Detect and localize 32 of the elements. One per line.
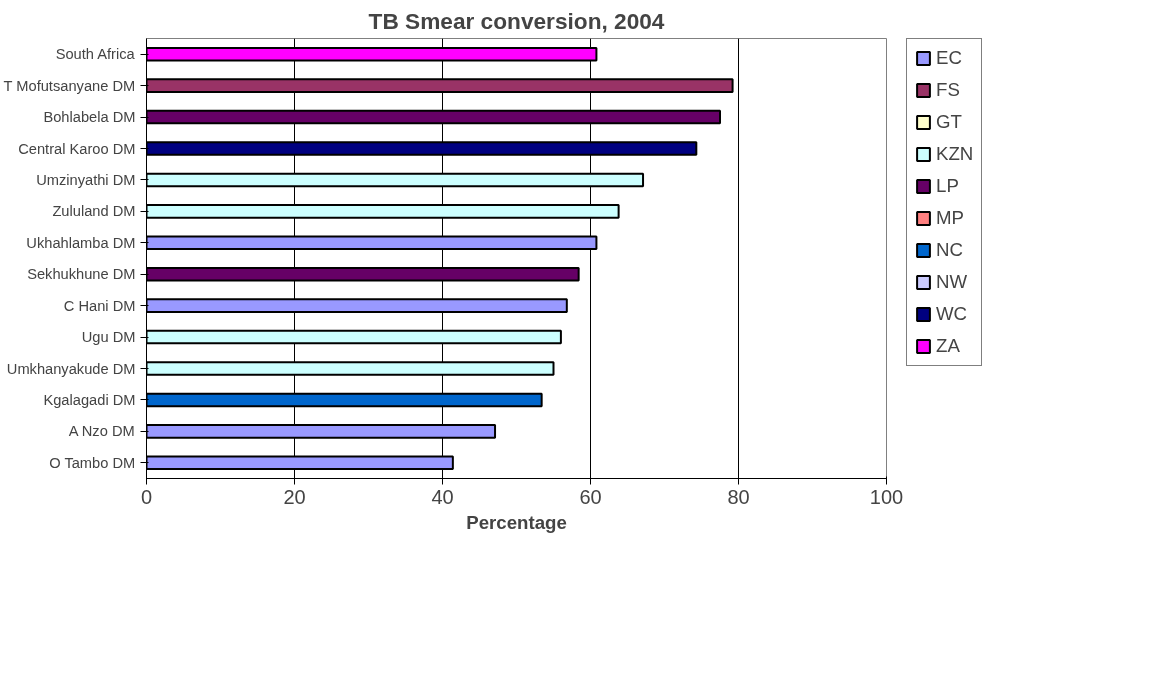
y-tick-label: A Nzo DM xyxy=(68,423,135,440)
chart-title: TB Smear conversion, 2004 xyxy=(368,7,665,34)
x-tick-label: 40 xyxy=(431,485,454,508)
y-tick-label: C Hani DM xyxy=(63,297,136,314)
x-axis-title: Percentage xyxy=(466,511,567,533)
legend-label: ZA xyxy=(936,335,960,357)
x-tick-label: 0 xyxy=(140,485,153,508)
y-tick-label: Sekhukhune DM xyxy=(27,266,136,283)
legend-label: MP xyxy=(936,207,964,229)
legend-label: EC xyxy=(936,47,962,69)
x-tick-label: 60 xyxy=(579,485,602,508)
y-tick-label: South Africa xyxy=(55,46,136,63)
y-tick-label: Kgalagadi DM xyxy=(43,391,136,408)
y-tick-label: Zululand DM xyxy=(52,203,136,220)
legend-label: KZN xyxy=(936,143,974,165)
legend-label: LP xyxy=(936,175,959,197)
y-tick-label: Umzinyathi DM xyxy=(36,171,136,188)
y-tick-label: Ugu DM xyxy=(81,329,136,346)
legend-label: WC xyxy=(936,303,968,325)
legend-label: NC xyxy=(936,239,963,261)
legend-label: FS xyxy=(936,79,960,101)
y-tick-label: T Mofutsanyane DM xyxy=(3,77,136,94)
y-tick-label: Central Karoo DM xyxy=(18,140,136,157)
y-tick-label: Bohlabela DM xyxy=(43,109,136,126)
x-tick-label: 20 xyxy=(283,485,306,508)
y-tick-label: O Tambo DM xyxy=(49,454,136,471)
x-tick-label: 80 xyxy=(727,485,750,508)
y-tick-label: Umkhanyakude DM xyxy=(6,360,136,377)
y-tick-label: Ukhahlamba DM xyxy=(26,234,136,251)
legend-label: GT xyxy=(936,111,962,133)
legend-label: NW xyxy=(936,271,968,293)
x-tick-label: 100 xyxy=(869,485,904,508)
